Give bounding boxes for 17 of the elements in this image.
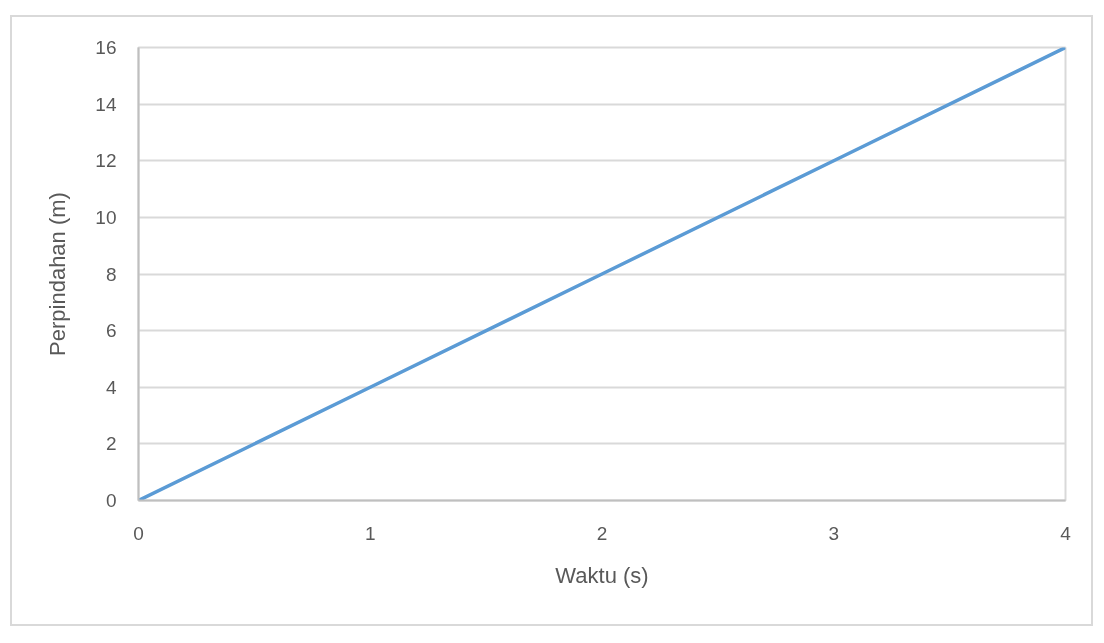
y-tick-label: 6 bbox=[105, 320, 117, 342]
x-tick-label: 0 bbox=[133, 522, 144, 544]
y-axis-title: Perpindahan (m) bbox=[45, 192, 71, 356]
x-tick-label: 4 bbox=[1060, 522, 1072, 544]
x-axis-title: Waktu (s) bbox=[555, 562, 649, 588]
x-tick-label: 2 bbox=[596, 522, 608, 544]
y-tick-label: 16 bbox=[95, 37, 117, 58]
line-series bbox=[138, 47, 1066, 501]
x-tick-label: 1 bbox=[364, 522, 376, 544]
y-tick-label: 2 bbox=[105, 433, 117, 455]
y-tick-label: 8 bbox=[105, 263, 117, 285]
y-tick-label: 14 bbox=[95, 93, 117, 115]
y-tick-label: 12 bbox=[95, 150, 117, 172]
x-tick-label: 3 bbox=[828, 522, 840, 544]
y-tick-label: 0 bbox=[105, 490, 117, 511]
y-tick-label: 4 bbox=[105, 376, 117, 398]
y-tick-label: 10 bbox=[95, 206, 117, 228]
